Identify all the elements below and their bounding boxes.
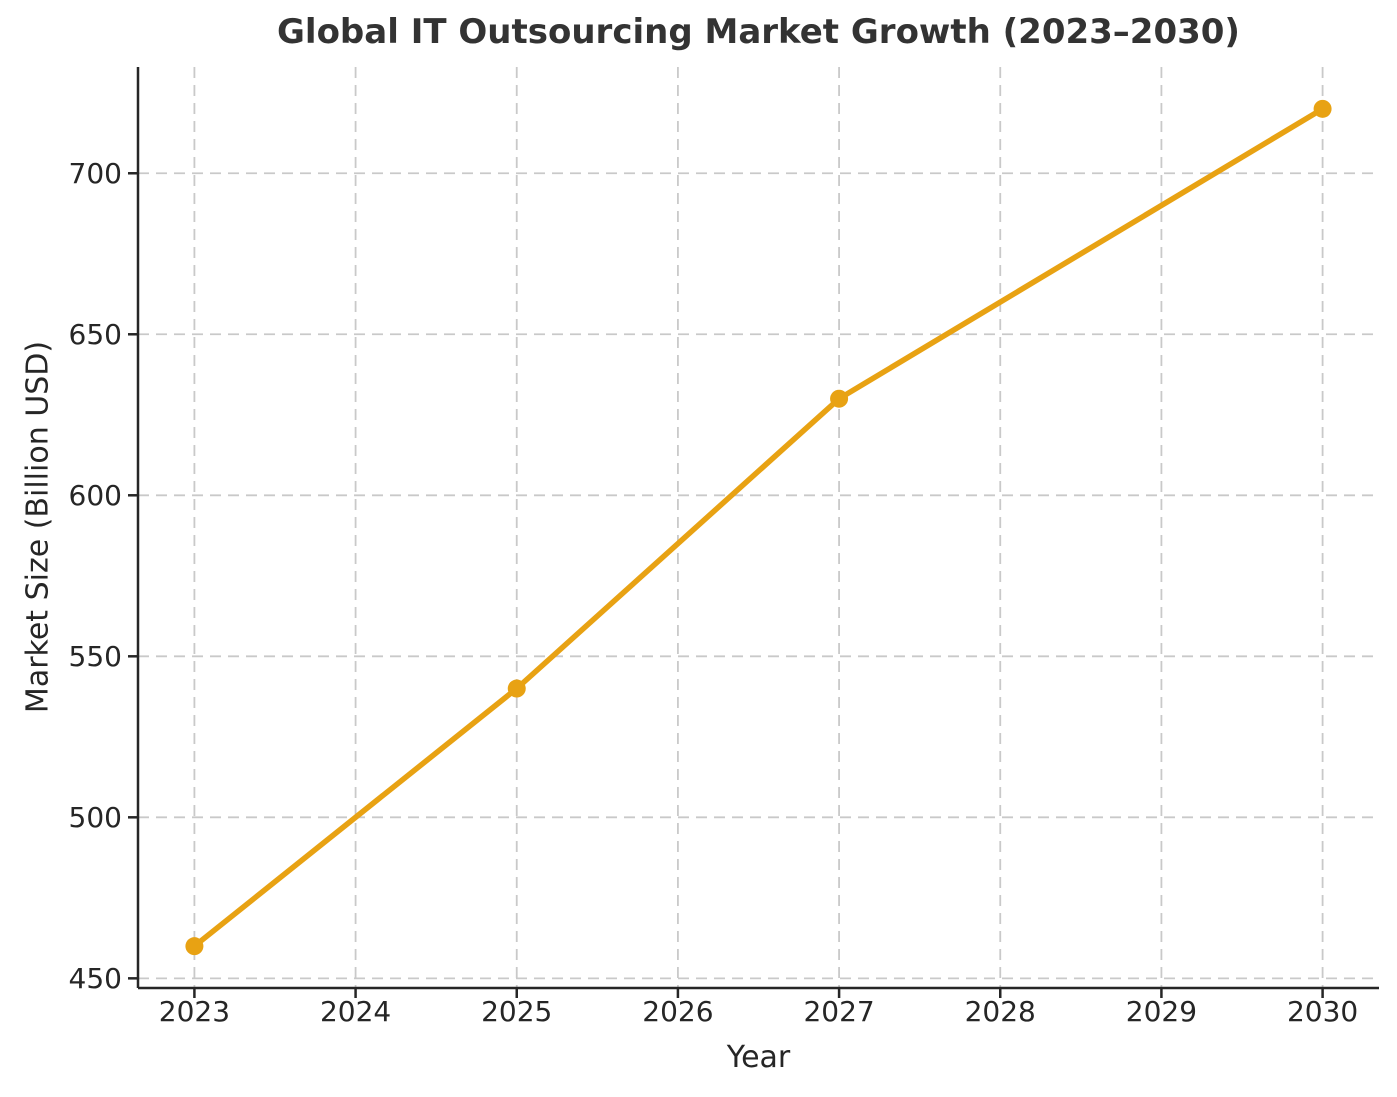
y-tick-label: 500: [69, 801, 122, 834]
y-tick-label: 450: [69, 962, 122, 995]
data-point-marker: [185, 937, 204, 956]
chart-title: Global IT Outsourcing Market Growth (202…: [277, 12, 1240, 52]
y-tick-label: 550: [69, 640, 122, 673]
y-tick-label: 600: [69, 479, 122, 512]
tick-marks: [128, 172, 1324, 998]
gridlines: [138, 67, 1379, 988]
data-point-marker: [830, 389, 849, 408]
data-point-marker: [1313, 99, 1332, 118]
y-tick-label: 700: [69, 157, 122, 190]
tick-labels: 2023 2024 2025 2026 2027 2028 2029 2030 450 500 55…: [69, 157, 1359, 1028]
x-tick-label: 2030: [1287, 995, 1358, 1028]
x-tick-label: 2025: [481, 995, 552, 1028]
x-axis-label: Year: [726, 1040, 791, 1075]
x-tick-label: 2023: [159, 995, 230, 1028]
line-series: [185, 99, 1332, 956]
x-tick-label: 2029: [1126, 995, 1197, 1028]
x-tick-label: 2026: [642, 995, 713, 1028]
x-tick-label: 2024: [320, 995, 391, 1028]
series-line: [191, 106, 1326, 949]
data-point-marker: [507, 679, 526, 698]
y-tick-label: 650: [69, 318, 122, 351]
x-tick-label: 2027: [803, 995, 874, 1028]
axes: [136, 67, 1379, 990]
x-tick-label: 2028: [965, 995, 1036, 1028]
